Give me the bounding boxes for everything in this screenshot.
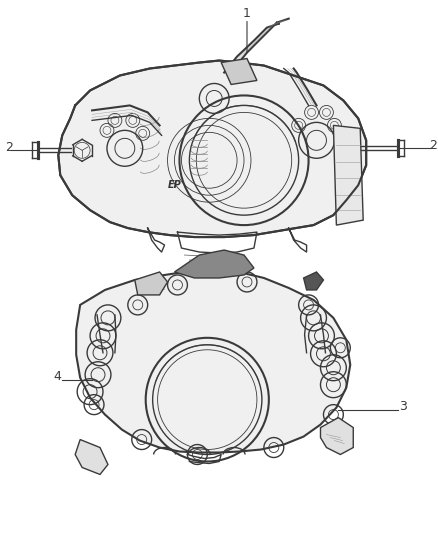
- Text: EP: EP: [168, 180, 181, 190]
- Polygon shape: [221, 59, 257, 84]
- Polygon shape: [304, 272, 324, 290]
- Polygon shape: [75, 440, 108, 474]
- Text: 2: 2: [429, 139, 437, 152]
- Polygon shape: [174, 250, 254, 278]
- Polygon shape: [58, 61, 366, 237]
- Text: 2: 2: [5, 141, 13, 154]
- Text: 3: 3: [399, 400, 407, 413]
- Polygon shape: [333, 125, 363, 225]
- Text: 1: 1: [243, 7, 251, 20]
- Polygon shape: [135, 272, 168, 295]
- Polygon shape: [321, 417, 353, 455]
- Text: 4: 4: [53, 370, 61, 383]
- Polygon shape: [76, 270, 350, 453]
